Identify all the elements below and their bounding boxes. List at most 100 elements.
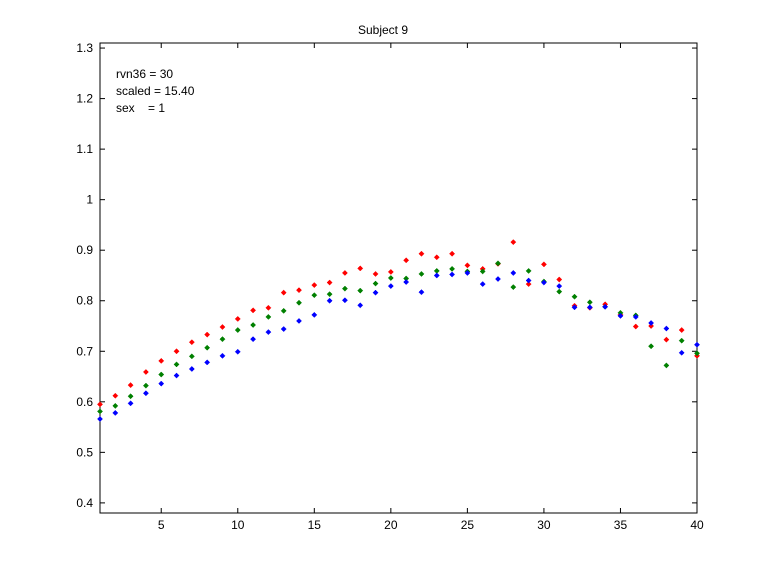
data-point <box>188 353 195 360</box>
data-point <box>112 402 119 409</box>
data-point <box>326 297 333 304</box>
y-axis: 0.4 0.5 0.6 0.7 0.8 0.9 1 1.1 1.2 1.3 <box>76 41 697 510</box>
data-point <box>678 327 685 334</box>
data-point <box>571 293 578 300</box>
data-point <box>173 372 180 379</box>
data-point <box>188 366 195 372</box>
x-tick-label: 40 <box>690 518 704 532</box>
data-point <box>142 382 149 389</box>
data-point <box>296 299 302 306</box>
y-tick-label: 0.7 <box>76 344 93 358</box>
data-point <box>602 303 609 310</box>
data-point <box>173 348 180 355</box>
data-point <box>648 323 655 329</box>
data-point <box>632 323 639 330</box>
data-point <box>433 254 440 261</box>
data-point <box>280 326 287 332</box>
x-tick-label: 35 <box>614 518 628 532</box>
y-tick-label: 1.3 <box>76 41 93 55</box>
data-point <box>525 267 532 274</box>
data-point <box>97 416 103 422</box>
data-point <box>219 324 226 330</box>
y-tick-label: 0.8 <box>76 294 93 308</box>
data-point <box>357 287 364 294</box>
data-point <box>265 313 272 320</box>
data-point <box>341 285 348 292</box>
data-point <box>158 371 165 378</box>
data-point <box>663 336 670 343</box>
data-point <box>403 279 410 285</box>
annotation-scaled: scaled = 15.40 <box>116 84 195 98</box>
data-point <box>188 339 195 346</box>
data-point <box>586 304 593 311</box>
y-tick-label: 0.4 <box>76 496 93 510</box>
data-point <box>678 349 685 356</box>
data-point <box>495 276 501 282</box>
data-point <box>219 336 226 343</box>
data-point <box>678 337 685 344</box>
data-point <box>142 369 149 375</box>
data-points <box>97 239 700 422</box>
data-point <box>250 307 257 314</box>
data-point <box>127 400 134 407</box>
data-point <box>142 390 149 397</box>
data-point <box>234 348 241 355</box>
data-point <box>556 288 563 295</box>
data-point <box>464 262 471 269</box>
data-point <box>296 318 302 324</box>
data-point <box>449 265 456 272</box>
data-point <box>173 361 180 368</box>
data-point <box>112 409 119 416</box>
y-tick-label: 1.2 <box>76 92 93 106</box>
data-point <box>296 287 302 294</box>
data-point <box>204 359 211 366</box>
data-point <box>556 276 563 283</box>
data-point <box>387 268 394 275</box>
data-point <box>326 291 333 298</box>
data-point <box>372 289 379 296</box>
data-point <box>479 281 486 288</box>
data-point <box>525 281 532 288</box>
data-point <box>387 275 394 281</box>
data-point <box>464 269 471 276</box>
data-point <box>204 344 211 351</box>
data-point <box>250 322 257 328</box>
data-point <box>250 336 257 343</box>
data-point <box>525 277 532 284</box>
y-tick-label: 0.6 <box>76 395 93 409</box>
x-tick-label: 30 <box>537 518 551 532</box>
data-point <box>632 313 639 320</box>
data-point <box>540 261 547 268</box>
data-point <box>265 304 272 311</box>
data-point <box>357 302 364 309</box>
data-point <box>372 280 379 287</box>
data-point <box>158 380 165 387</box>
data-point <box>556 283 563 290</box>
data-point <box>479 268 486 275</box>
data-point <box>694 350 700 357</box>
data-point <box>510 284 517 291</box>
data-point <box>495 260 501 267</box>
data-point <box>540 279 547 286</box>
annotation-sex: sex = 1 <box>116 101 165 115</box>
data-point <box>648 320 655 326</box>
data-point <box>449 271 456 278</box>
y-tick-label: 0.9 <box>76 243 93 257</box>
x-tick-label: 5 <box>158 518 165 532</box>
x-tick-label: 10 <box>231 518 245 532</box>
series-2 <box>97 269 700 422</box>
data-point <box>127 393 134 400</box>
x-axis: 5 10 15 20 25 30 35 40 <box>158 43 704 532</box>
data-point <box>571 304 578 311</box>
data-point <box>326 279 333 286</box>
data-point <box>372 271 379 277</box>
chart-title: Subject 9 <box>358 23 408 37</box>
x-tick-label: 20 <box>384 518 398 532</box>
data-point <box>97 408 103 415</box>
data-point <box>387 283 394 290</box>
data-point <box>341 297 348 304</box>
data-point <box>403 257 410 264</box>
data-point <box>418 289 425 296</box>
data-point <box>311 311 318 318</box>
data-point <box>234 315 241 322</box>
